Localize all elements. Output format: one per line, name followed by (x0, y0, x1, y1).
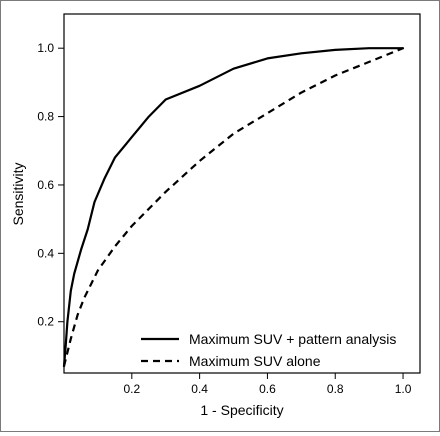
x-tick-label: 0.4 (191, 382, 208, 396)
x-tick-label: 0.2 (123, 382, 140, 396)
y-axis-title: Sensitivity (10, 162, 26, 225)
series-line-dashed (62, 47, 404, 367)
x-tick-label: 0.8 (327, 382, 344, 396)
x-tick-label: 1.0 (395, 382, 412, 396)
y-tick-label: 0.8 (37, 110, 54, 124)
x-tick-label: 0.6 (259, 382, 276, 396)
y-axis-ticks: 0.2 0.4 0.6 0.8 1.0 (37, 41, 64, 329)
y-tick-label: 0.2 (37, 315, 54, 329)
y-tick-label: 0.6 (37, 178, 54, 192)
series-line-solid (62, 47, 405, 368)
legend-label: Maximum SUV + pattern analysis (189, 331, 396, 347)
y-tick-label: 1.0 (37, 41, 54, 55)
series-layer (62, 47, 405, 368)
x-axis-ticks: 0.2 0.4 0.6 0.8 1.0 (123, 373, 412, 396)
x-axis-title: 1 - Specificity (200, 402, 283, 418)
legend: Maximum SUV + pattern analysis Maximum SU… (141, 331, 396, 369)
legend-label: Maximum SUV alone (189, 353, 321, 369)
plot-area-border (63, 13, 421, 374)
y-tick-label: 0.4 (37, 246, 54, 260)
